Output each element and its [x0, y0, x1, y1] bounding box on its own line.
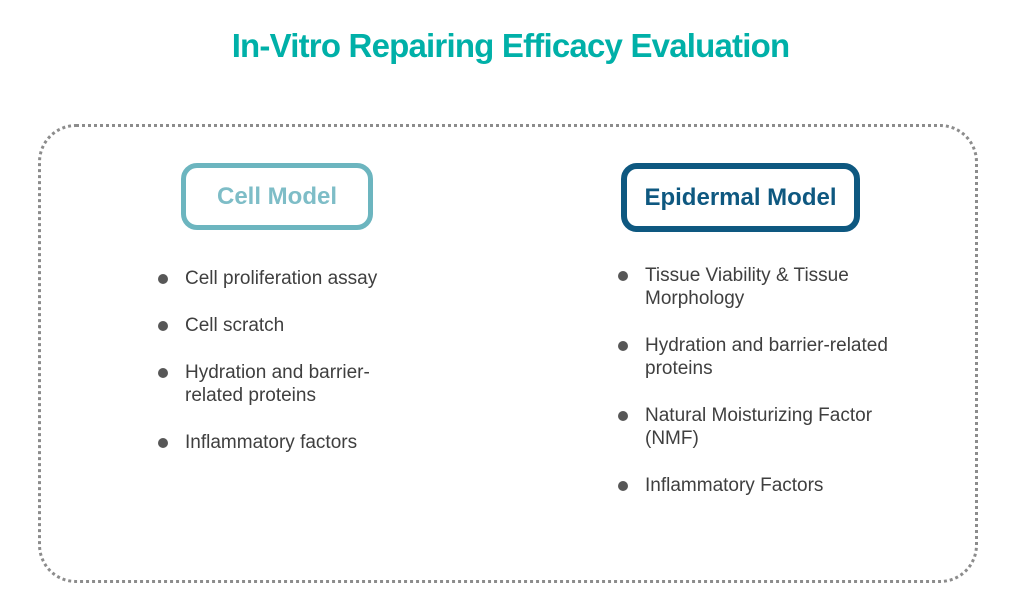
list-item: Inflammatory factors [158, 431, 458, 454]
list-item: Cell proliferation assay [158, 267, 458, 290]
list-item-label: Cell proliferation assay [185, 268, 378, 289]
list-item: Hydration and barrier- related proteins [158, 361, 458, 407]
bullet-icon [618, 341, 628, 351]
list-item-label: Inflammatory factors [185, 432, 358, 453]
evaluation-panel: Cell Model Cell proliferation assay Cell… [38, 124, 978, 583]
cell-model-list: Cell proliferation assay Cell scratch Hy… [158, 267, 458, 478]
list-item-label: Hydration and barrier- related proteins [185, 362, 370, 406]
epidermal-model-header: Epidermal Model [621, 163, 860, 232]
list-item: Inflammatory Factors [618, 474, 948, 497]
list-item: Cell scratch [158, 314, 458, 337]
epidermal-model-header-label: Epidermal Model [644, 183, 837, 211]
bullet-icon [618, 411, 628, 421]
list-item-label: Cell scratch [185, 315, 285, 336]
bullet-icon [158, 321, 168, 331]
epidermal-model-list: Tissue Viability & Tissue Morphology Hyd… [618, 264, 948, 521]
bullet-icon [618, 481, 628, 491]
bullet-icon [158, 274, 168, 284]
list-item-label: Natural Moisturizing Factor (NMF) [645, 405, 873, 449]
list-item-label: Hydration and barrier-related proteins [645, 335, 888, 379]
bullet-icon [158, 368, 168, 378]
bullet-icon [618, 271, 628, 281]
list-item-label: Tissue Viability & Tissue Morphology [645, 265, 849, 309]
list-item-label: Inflammatory Factors [645, 475, 824, 496]
bullet-icon [158, 438, 168, 448]
list-item: Hydration and barrier-related proteins [618, 334, 948, 380]
list-item: Natural Moisturizing Factor (NMF) [618, 404, 948, 450]
page-title: In-Vitro Repairing Efficacy Evaluation [231, 27, 790, 64]
cell-model-header: Cell Model [181, 163, 373, 230]
cell-model-header-label: Cell Model [216, 182, 337, 210]
list-item: Tissue Viability & Tissue Morphology [618, 264, 948, 310]
